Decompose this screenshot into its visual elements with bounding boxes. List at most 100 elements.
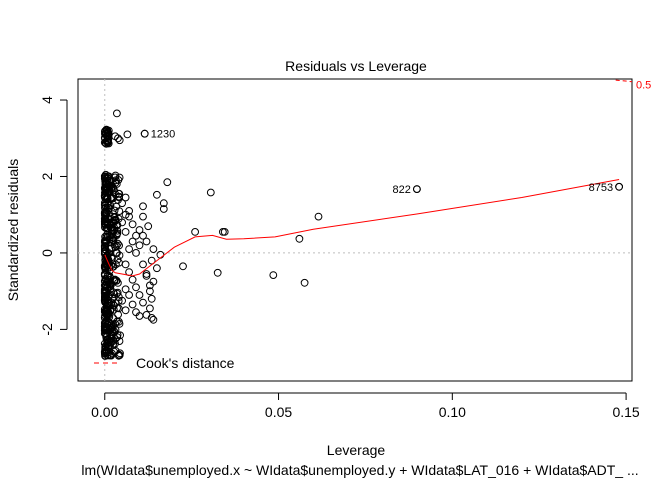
data-point <box>142 237 151 246</box>
data-point <box>101 288 110 297</box>
data-point <box>103 310 112 319</box>
data-point <box>295 234 304 243</box>
y-axis-label: Standardized residuals <box>5 159 21 301</box>
data-point <box>142 311 151 319</box>
y-tick-label: 0 <box>39 249 55 257</box>
data-point <box>159 205 168 213</box>
data-point <box>100 241 109 250</box>
cooks-distance-label: 0.5 <box>636 80 651 92</box>
data-point <box>314 212 323 221</box>
data-point <box>149 315 158 324</box>
data-point <box>121 306 130 315</box>
point-cloud <box>100 125 124 360</box>
x-axis: 0.00 0.05 0.10 0.15 <box>91 392 640 420</box>
data-point <box>116 349 124 358</box>
data-point <box>121 193 130 202</box>
labeled-point <box>615 182 623 191</box>
data-point <box>300 278 309 287</box>
data-point <box>115 173 124 182</box>
smooth-line <box>104 179 620 277</box>
data-point <box>125 291 134 299</box>
data-point <box>149 245 158 254</box>
data-point <box>132 283 140 292</box>
data-point <box>147 314 156 322</box>
data-point <box>118 296 126 305</box>
x-axis-label: Leverage <box>327 442 386 458</box>
data-point <box>113 288 122 297</box>
data-point <box>111 325 120 334</box>
data-point <box>135 291 144 299</box>
data-point <box>114 134 122 143</box>
data-point <box>115 241 123 250</box>
labeled-point <box>413 185 421 194</box>
data-point <box>104 277 112 286</box>
data-point <box>163 178 172 187</box>
cooks-distance-line <box>615 79 633 83</box>
data-point <box>113 109 121 118</box>
data-point <box>101 275 110 283</box>
data-point <box>101 264 110 273</box>
data-point <box>101 177 110 186</box>
data-point <box>206 188 215 197</box>
labeled-point <box>140 129 149 138</box>
data-point <box>110 212 119 221</box>
data-point <box>146 304 154 313</box>
data-point <box>121 260 130 269</box>
data-point <box>107 253 116 262</box>
data-point <box>111 339 119 348</box>
data-point <box>106 306 115 314</box>
data-point <box>103 340 112 348</box>
data-point <box>146 281 154 290</box>
data-point <box>102 278 111 287</box>
data-point <box>159 199 168 208</box>
data-point <box>219 228 227 236</box>
data-point <box>107 221 116 229</box>
data-point <box>109 236 118 245</box>
data-point <box>114 304 123 313</box>
data-point <box>156 250 165 259</box>
data-point <box>118 218 126 227</box>
data-point <box>116 331 124 340</box>
data-point <box>125 207 134 215</box>
data-point <box>101 294 109 303</box>
data-point <box>108 183 117 191</box>
data-point <box>121 285 130 294</box>
data-point <box>105 182 114 191</box>
y-axis: -2 0 2 4 <box>39 96 68 336</box>
data-point <box>103 320 112 329</box>
data-point <box>105 290 114 299</box>
data-point <box>125 245 134 254</box>
data-point <box>107 328 116 336</box>
data-point <box>139 260 147 269</box>
data-point <box>111 179 120 187</box>
y-tick-label: 2 <box>39 172 55 180</box>
data-point <box>125 212 134 221</box>
data-point <box>128 237 137 246</box>
data-point <box>101 195 110 204</box>
data-point <box>153 190 161 199</box>
data-point <box>112 202 121 211</box>
point-label: 1230 <box>151 129 175 141</box>
legend: Cook's distance <box>94 355 235 371</box>
data-point <box>128 300 137 309</box>
data-point <box>101 187 110 196</box>
data-point <box>139 212 147 221</box>
data-point <box>101 343 110 352</box>
data-point <box>101 210 109 219</box>
data-point <box>101 292 110 300</box>
data-point <box>114 189 123 198</box>
data-point <box>135 226 144 234</box>
data-point <box>123 130 132 139</box>
data-point <box>103 132 111 141</box>
data-point <box>191 228 200 236</box>
chart-subtitle: lm(WIdata$unemployed.x ~ WIdata$unemploy… <box>81 462 638 478</box>
data-point <box>101 172 110 181</box>
data-point <box>128 275 137 284</box>
point-label: 8753 <box>589 182 613 194</box>
data-point <box>107 338 115 347</box>
data-point <box>103 203 112 212</box>
data-point <box>146 287 154 296</box>
data-point <box>144 222 153 231</box>
data-point <box>106 326 115 335</box>
